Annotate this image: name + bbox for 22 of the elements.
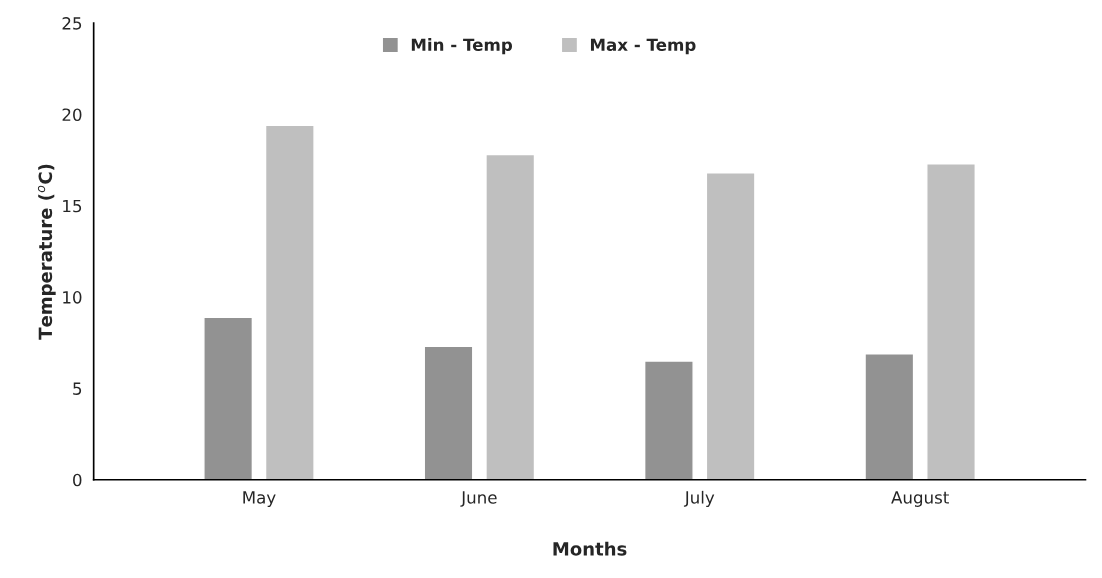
y-tick-label: 0 xyxy=(73,473,82,487)
y-tick-label: 20 xyxy=(62,108,82,122)
y-tick-label: 5 xyxy=(73,382,82,395)
bar xyxy=(485,153,536,480)
bar xyxy=(864,353,915,480)
y-tick-label: 15 xyxy=(63,199,82,213)
y-axis-title: Temperature ($^{o}$C) xyxy=(37,164,56,340)
bar xyxy=(643,360,694,480)
bar xyxy=(203,316,254,480)
y-tick-label: 25 xyxy=(62,17,82,30)
x-tick-label: August xyxy=(891,491,949,507)
y-tick-label: 10 xyxy=(63,291,82,304)
x-tick-label: June xyxy=(460,491,497,507)
bar xyxy=(264,124,315,480)
bar xyxy=(705,172,756,480)
bar xyxy=(926,163,976,480)
legend-label: Min - Temp xyxy=(411,38,513,55)
x-tick-label: July xyxy=(683,490,715,507)
x-tick-label: May xyxy=(243,491,276,507)
bar xyxy=(423,345,474,480)
legend-label: Max - Temp xyxy=(590,38,696,55)
x-axis-title: Months xyxy=(553,541,627,556)
